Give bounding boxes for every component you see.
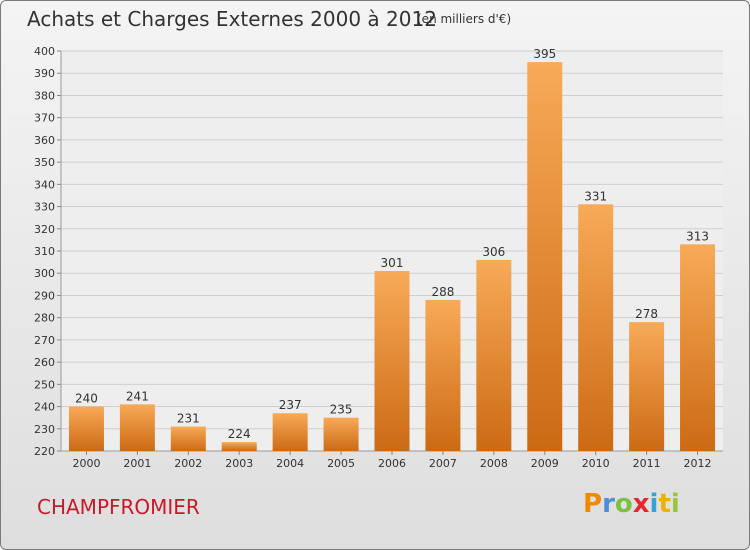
y-tick-label: 260: [34, 356, 55, 369]
x-tick-label: 2005: [327, 457, 355, 470]
y-tick-label: 360: [34, 134, 55, 147]
y-tick-label: 400: [34, 45, 55, 58]
x-tick-label: 2007: [429, 457, 457, 470]
y-tick-label: 220: [34, 445, 55, 458]
x-tick-label: 2002: [174, 457, 202, 470]
logo-letter: P: [583, 489, 603, 519]
y-tick-label: 330: [34, 201, 55, 214]
bar: [476, 259, 512, 451]
y-tick-label: 390: [34, 67, 55, 80]
logo-letter: i: [649, 489, 659, 519]
bar-value-label: 240: [75, 392, 98, 406]
y-tick-label: 300: [34, 267, 55, 280]
bar-value-label: 278: [635, 307, 658, 321]
y-tick-label: 340: [34, 178, 55, 191]
proxiti-logo: Proxiti: [583, 489, 680, 519]
bar: [323, 417, 359, 451]
logo-letter: t: [658, 489, 671, 519]
chart-title: Achats et Charges Externes 2000 à 2012: [27, 7, 437, 31]
x-tick-label: 2004: [276, 457, 304, 470]
logo-letter: r: [602, 489, 615, 519]
logo-letter: x: [632, 489, 650, 519]
x-tick-label: 2006: [378, 457, 406, 470]
bar-value-label: 241: [126, 389, 149, 403]
y-tick-label: 380: [34, 89, 55, 102]
x-tick-label: 2011: [633, 457, 661, 470]
logo-letter: o: [614, 489, 633, 519]
bar: [170, 426, 206, 451]
x-tick-label: 2012: [684, 457, 712, 470]
x-tick-label: 2009: [531, 457, 559, 470]
x-tick-label: 2008: [480, 457, 508, 470]
bar: [680, 244, 716, 451]
x-tick-label: 2010: [582, 457, 610, 470]
bar-value-label: 235: [330, 403, 353, 417]
bar-value-label: 306: [482, 245, 505, 259]
bar: [119, 404, 155, 451]
bar: [221, 442, 257, 451]
bar: [629, 322, 665, 451]
logo-letter: i: [670, 489, 680, 519]
y-tick-label: 240: [34, 401, 55, 414]
y-tick-label: 230: [34, 423, 55, 436]
bar-value-label: 288: [431, 285, 454, 299]
bar: [374, 271, 410, 451]
y-tick-label: 370: [34, 112, 55, 125]
x-tick-label: 2001: [123, 457, 151, 470]
bar: [272, 413, 308, 451]
y-tick-label: 270: [34, 334, 55, 347]
chart-unit: (en milliers d'€): [417, 12, 512, 26]
bar-value-label: 301: [381, 256, 404, 270]
x-tick-label: 2000: [72, 457, 100, 470]
bar: [527, 62, 563, 451]
bar: [578, 204, 614, 451]
bar-value-label: 237: [279, 398, 302, 412]
x-tick-label: 2003: [225, 457, 253, 470]
bar-value-label: 313: [686, 229, 709, 243]
bar: [68, 406, 104, 451]
y-tick-label: 290: [34, 289, 55, 302]
commune-name: CHAMPFROMIER: [37, 495, 200, 519]
y-tick-label: 310: [34, 245, 55, 258]
bar-value-label: 395: [533, 47, 556, 61]
bar-value-label: 231: [177, 412, 200, 426]
bar: [425, 299, 461, 451]
bar-value-label: 331: [584, 189, 607, 203]
y-tick-label: 320: [34, 223, 55, 236]
y-tick-label: 250: [34, 378, 55, 391]
bar-value-label: 224: [228, 427, 251, 441]
y-tick-label: 280: [34, 312, 55, 325]
y-tick-label: 350: [34, 156, 55, 169]
